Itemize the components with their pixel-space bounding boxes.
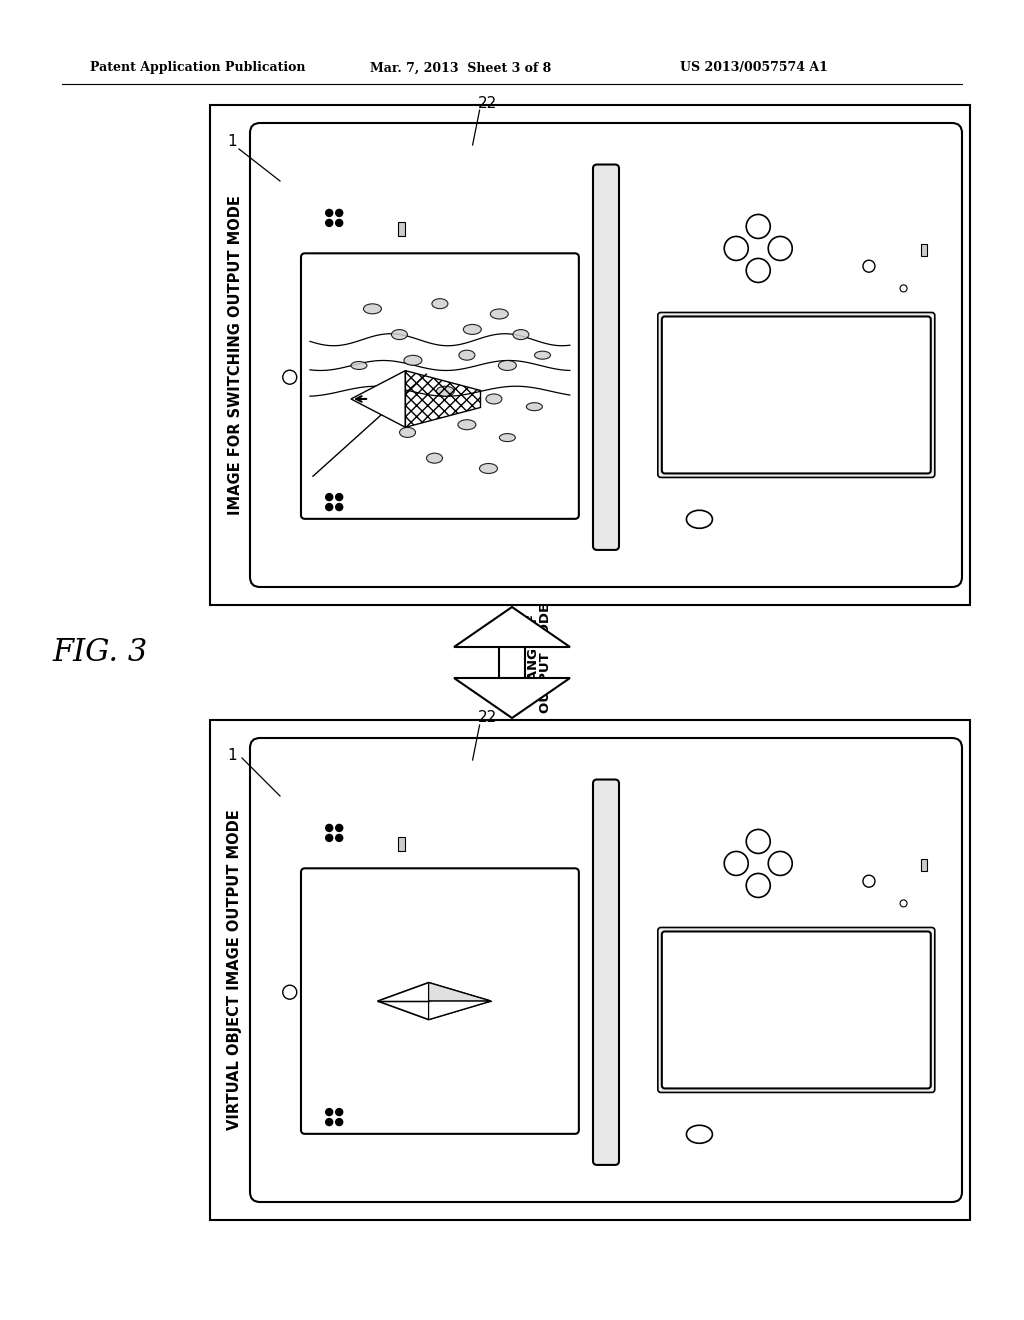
Polygon shape <box>796 502 831 537</box>
Text: CHANGE OF: CHANGE OF <box>527 614 540 701</box>
Circle shape <box>746 829 770 854</box>
Circle shape <box>863 875 874 887</box>
FancyBboxPatch shape <box>593 165 618 550</box>
Polygon shape <box>378 982 490 1019</box>
FancyBboxPatch shape <box>662 317 931 474</box>
Circle shape <box>326 219 333 227</box>
Text: US 2013/0057574 A1: US 2013/0057574 A1 <box>680 62 827 74</box>
Ellipse shape <box>458 420 476 430</box>
Polygon shape <box>429 982 490 1001</box>
Text: FIG. 3: FIG. 3 <box>52 638 147 668</box>
Ellipse shape <box>436 387 455 396</box>
Ellipse shape <box>486 393 502 404</box>
Polygon shape <box>351 371 406 428</box>
Circle shape <box>326 1109 333 1115</box>
FancyBboxPatch shape <box>657 313 935 478</box>
Circle shape <box>336 210 343 216</box>
FancyBboxPatch shape <box>657 928 935 1093</box>
Ellipse shape <box>526 403 543 411</box>
Circle shape <box>326 503 333 511</box>
Circle shape <box>768 236 793 260</box>
Ellipse shape <box>364 304 382 314</box>
Circle shape <box>336 494 343 500</box>
Circle shape <box>283 985 297 999</box>
Text: 1: 1 <box>227 133 237 149</box>
FancyBboxPatch shape <box>662 932 931 1089</box>
Polygon shape <box>429 1001 490 1019</box>
Bar <box>921 859 927 871</box>
Bar <box>921 244 927 256</box>
Text: 22: 22 <box>478 710 498 726</box>
Circle shape <box>746 214 770 239</box>
Circle shape <box>283 370 297 384</box>
Ellipse shape <box>479 463 498 474</box>
Bar <box>398 222 406 236</box>
Bar <box>210 719 970 1220</box>
FancyBboxPatch shape <box>250 123 962 587</box>
Ellipse shape <box>686 1125 713 1143</box>
Circle shape <box>336 1118 343 1126</box>
Text: Mar. 7, 2013  Sheet 3 of 8: Mar. 7, 2013 Sheet 3 of 8 <box>370 62 551 74</box>
Ellipse shape <box>490 309 508 319</box>
Circle shape <box>336 834 343 841</box>
Ellipse shape <box>513 330 528 339</box>
Ellipse shape <box>378 393 394 404</box>
Ellipse shape <box>403 355 422 366</box>
Ellipse shape <box>399 428 416 437</box>
Text: 22: 22 <box>478 95 498 111</box>
Ellipse shape <box>535 351 551 359</box>
Ellipse shape <box>427 453 442 463</box>
Text: IMAGE FOR SWITCHING OUTPUT MODE: IMAGE FOR SWITCHING OUTPUT MODE <box>227 195 243 515</box>
Circle shape <box>746 259 770 282</box>
Circle shape <box>326 825 333 832</box>
Text: VIRTUAL OBJECT IMAGE OUTPUT MODE: VIRTUAL OBJECT IMAGE OUTPUT MODE <box>227 809 243 1130</box>
FancyBboxPatch shape <box>301 253 579 519</box>
Bar <box>499 645 525 680</box>
Bar <box>398 837 406 851</box>
Circle shape <box>336 1109 343 1115</box>
Circle shape <box>336 219 343 227</box>
Ellipse shape <box>432 298 447 309</box>
Circle shape <box>336 825 343 832</box>
Text: OUTPUT MODE: OUTPUT MODE <box>539 602 552 713</box>
Ellipse shape <box>499 360 516 371</box>
Circle shape <box>724 851 749 875</box>
Ellipse shape <box>500 433 515 442</box>
Polygon shape <box>454 678 570 718</box>
FancyBboxPatch shape <box>301 869 579 1134</box>
Circle shape <box>326 494 333 500</box>
Circle shape <box>326 1118 333 1126</box>
Polygon shape <box>454 607 570 647</box>
Circle shape <box>326 210 333 216</box>
Circle shape <box>336 503 343 511</box>
Circle shape <box>900 900 907 907</box>
Polygon shape <box>796 1117 831 1152</box>
Circle shape <box>724 236 749 260</box>
Text: Patent Application Publication: Patent Application Publication <box>90 62 305 74</box>
Ellipse shape <box>391 330 408 339</box>
Circle shape <box>863 260 874 272</box>
FancyBboxPatch shape <box>593 780 618 1166</box>
Ellipse shape <box>351 362 367 370</box>
Ellipse shape <box>459 350 475 360</box>
Circle shape <box>768 851 793 875</box>
Bar <box>210 106 970 605</box>
Circle shape <box>746 874 770 898</box>
Circle shape <box>326 834 333 841</box>
Circle shape <box>900 285 907 292</box>
Ellipse shape <box>686 511 713 528</box>
FancyBboxPatch shape <box>250 738 962 1203</box>
Text: 1: 1 <box>227 748 237 763</box>
Ellipse shape <box>463 325 481 334</box>
